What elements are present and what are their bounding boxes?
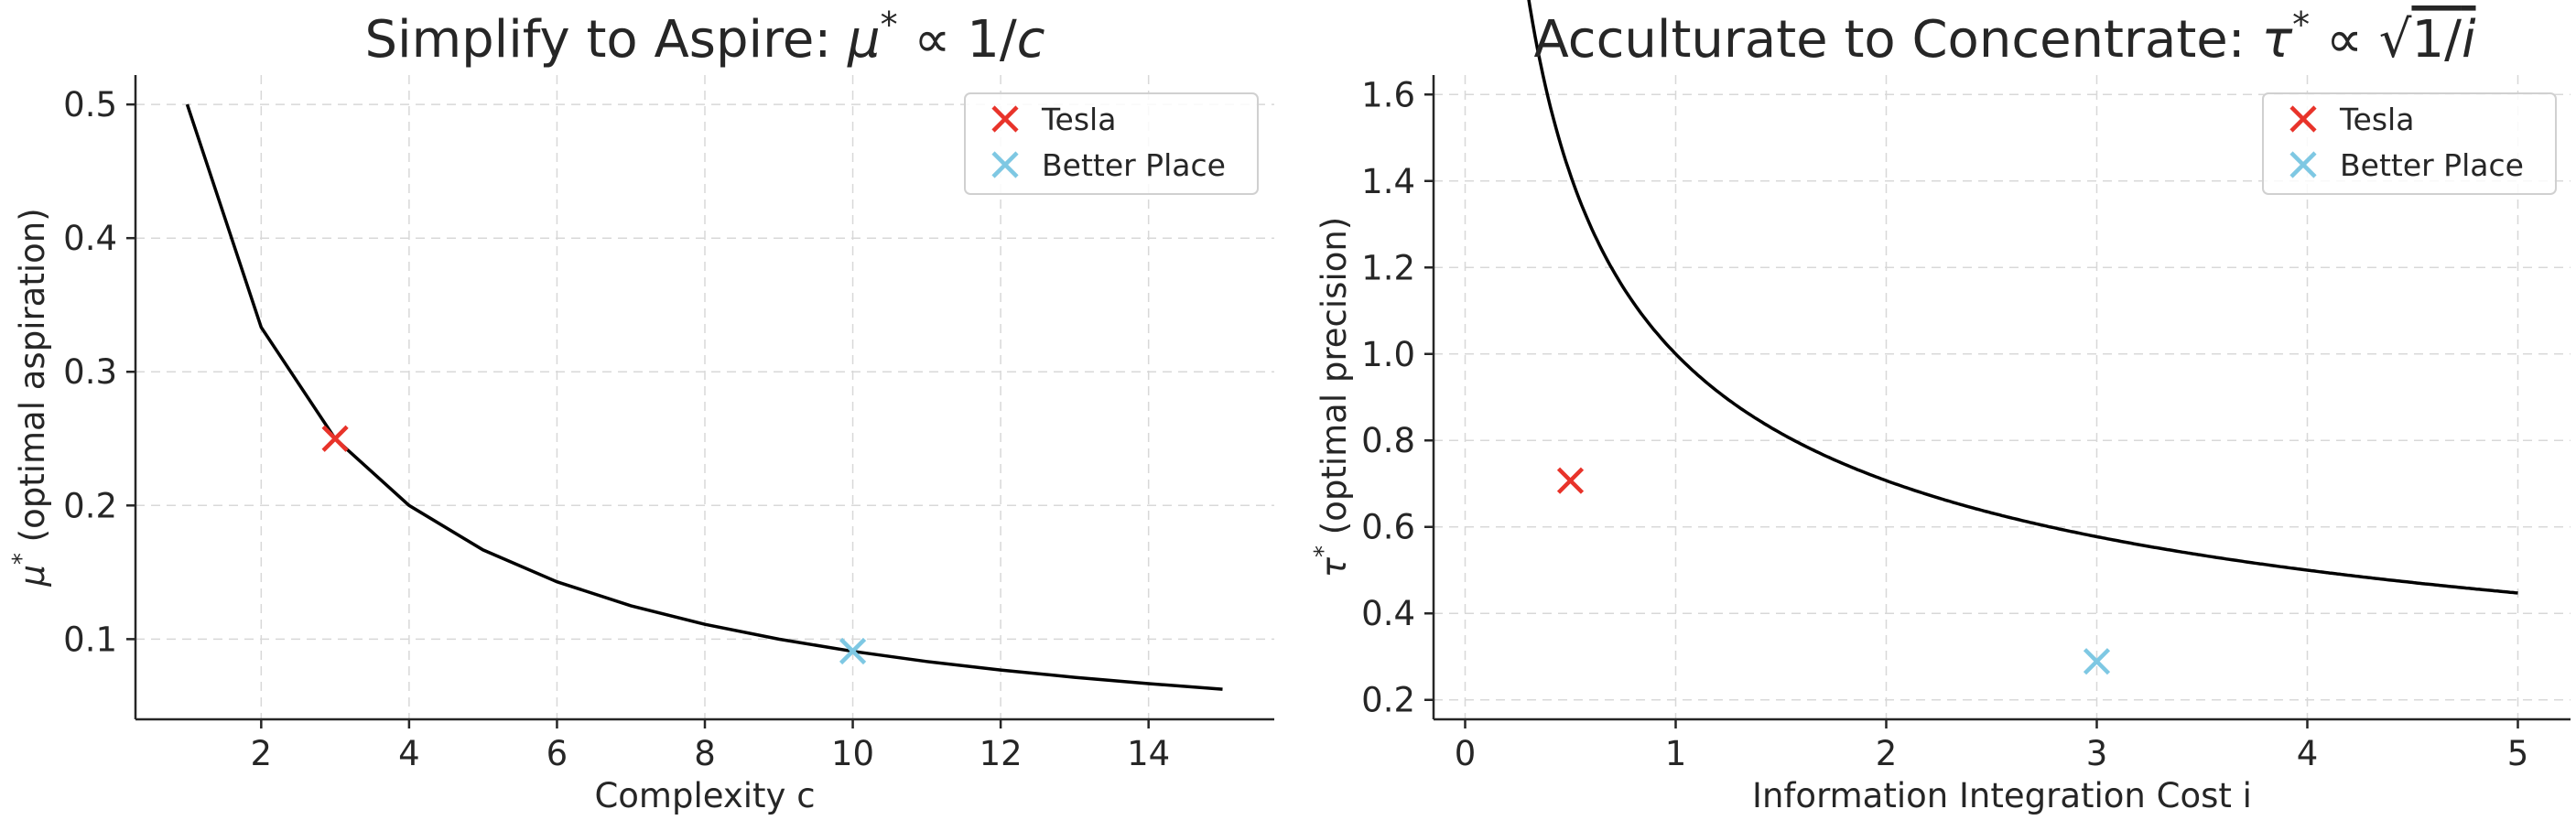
- y-axis-label: μ* (optimal aspiration): [8, 208, 52, 587]
- legend-marker: [2289, 105, 2317, 133]
- y-tick-label: 0.4: [1361, 594, 1415, 633]
- chart-title: Acculturate to Concentrate: τ* ∝ √1/i: [1533, 5, 2475, 70]
- y-tick-label: 0.3: [63, 352, 117, 392]
- legend-frame: [2262, 92, 2557, 195]
- x-axis-label: Information Integration Cost i: [1752, 776, 2252, 815]
- x-tick-label: 2: [251, 734, 273, 773]
- marker-tesla: [1556, 467, 1585, 494]
- legend: Tesla Better Place: [964, 92, 1259, 195]
- y-tick-label: 0.8: [1361, 421, 1415, 460]
- chart-panel-1: 2 4 6 8 10 12 14 0.1 0.2 0.3 0.4 0.5 Tesla Better Pla…: [8, 5, 1274, 815]
- x-tick-label: 2: [1876, 734, 1898, 773]
- y-tick-label: 0.2: [1361, 681, 1415, 720]
- legend-label: Tesla: [2339, 102, 2414, 137]
- y-axis-label: τ* (optimal precision): [1310, 217, 1354, 578]
- x-tick-label: 8: [694, 734, 716, 773]
- legend-marker: [2289, 151, 2317, 178]
- y-tick-label: 1.2: [1361, 248, 1415, 287]
- series-line: [185, 103, 1223, 691]
- y-tick-label: 1.6: [1361, 75, 1415, 114]
- chart-title: Simplify to Aspire: μ* ∝ 1/c: [364, 5, 1044, 70]
- legend-frame: [964, 92, 1259, 195]
- marker-better-place: [2083, 648, 2111, 675]
- x-tick-label: 6: [547, 734, 568, 773]
- y-tick-label: 0.1: [63, 620, 117, 659]
- marker-better-place: [839, 637, 867, 665]
- x-axis-label: Complexity c: [594, 776, 815, 815]
- legend-label: Better Place: [1042, 147, 1226, 183]
- legend: Tesla Better Place: [2262, 92, 2557, 195]
- y-tick-label: 1.4: [1361, 162, 1415, 201]
- x-tick-label: 3: [2086, 734, 2108, 773]
- y-tick-label: 1.0: [1361, 335, 1415, 374]
- legend-marker: [991, 105, 1019, 133]
- x-tick-label: 14: [1127, 734, 1170, 773]
- legend-label: Better Place: [2340, 147, 2524, 183]
- marker-tesla: [321, 425, 349, 452]
- chart-panel-2: 0 1 2 3 4 5 0.2 0.4 0.6 0.8 1.0 1.2 1.4 1.6 Tesla Bette…: [1310, 0, 2571, 815]
- y-tick-label: 0.2: [63, 486, 117, 525]
- series-line: [1527, 0, 2518, 595]
- x-tick-label: 4: [398, 734, 420, 773]
- x-tick-label: 4: [2297, 734, 2319, 773]
- x-tick-label: 10: [831, 734, 874, 773]
- y-tick-label: 0.6: [1361, 508, 1415, 547]
- legend-marker: [991, 151, 1019, 178]
- x-tick-label: 5: [2507, 734, 2529, 773]
- y-tick-label: 0.4: [63, 219, 117, 258]
- y-tick-label: 0.5: [63, 85, 117, 124]
- legend-label: Tesla: [1041, 102, 1116, 137]
- x-tick-label: 0: [1455, 734, 1477, 773]
- x-tick-label: 12: [980, 734, 1023, 773]
- x-tick-label: 1: [1665, 734, 1687, 773]
